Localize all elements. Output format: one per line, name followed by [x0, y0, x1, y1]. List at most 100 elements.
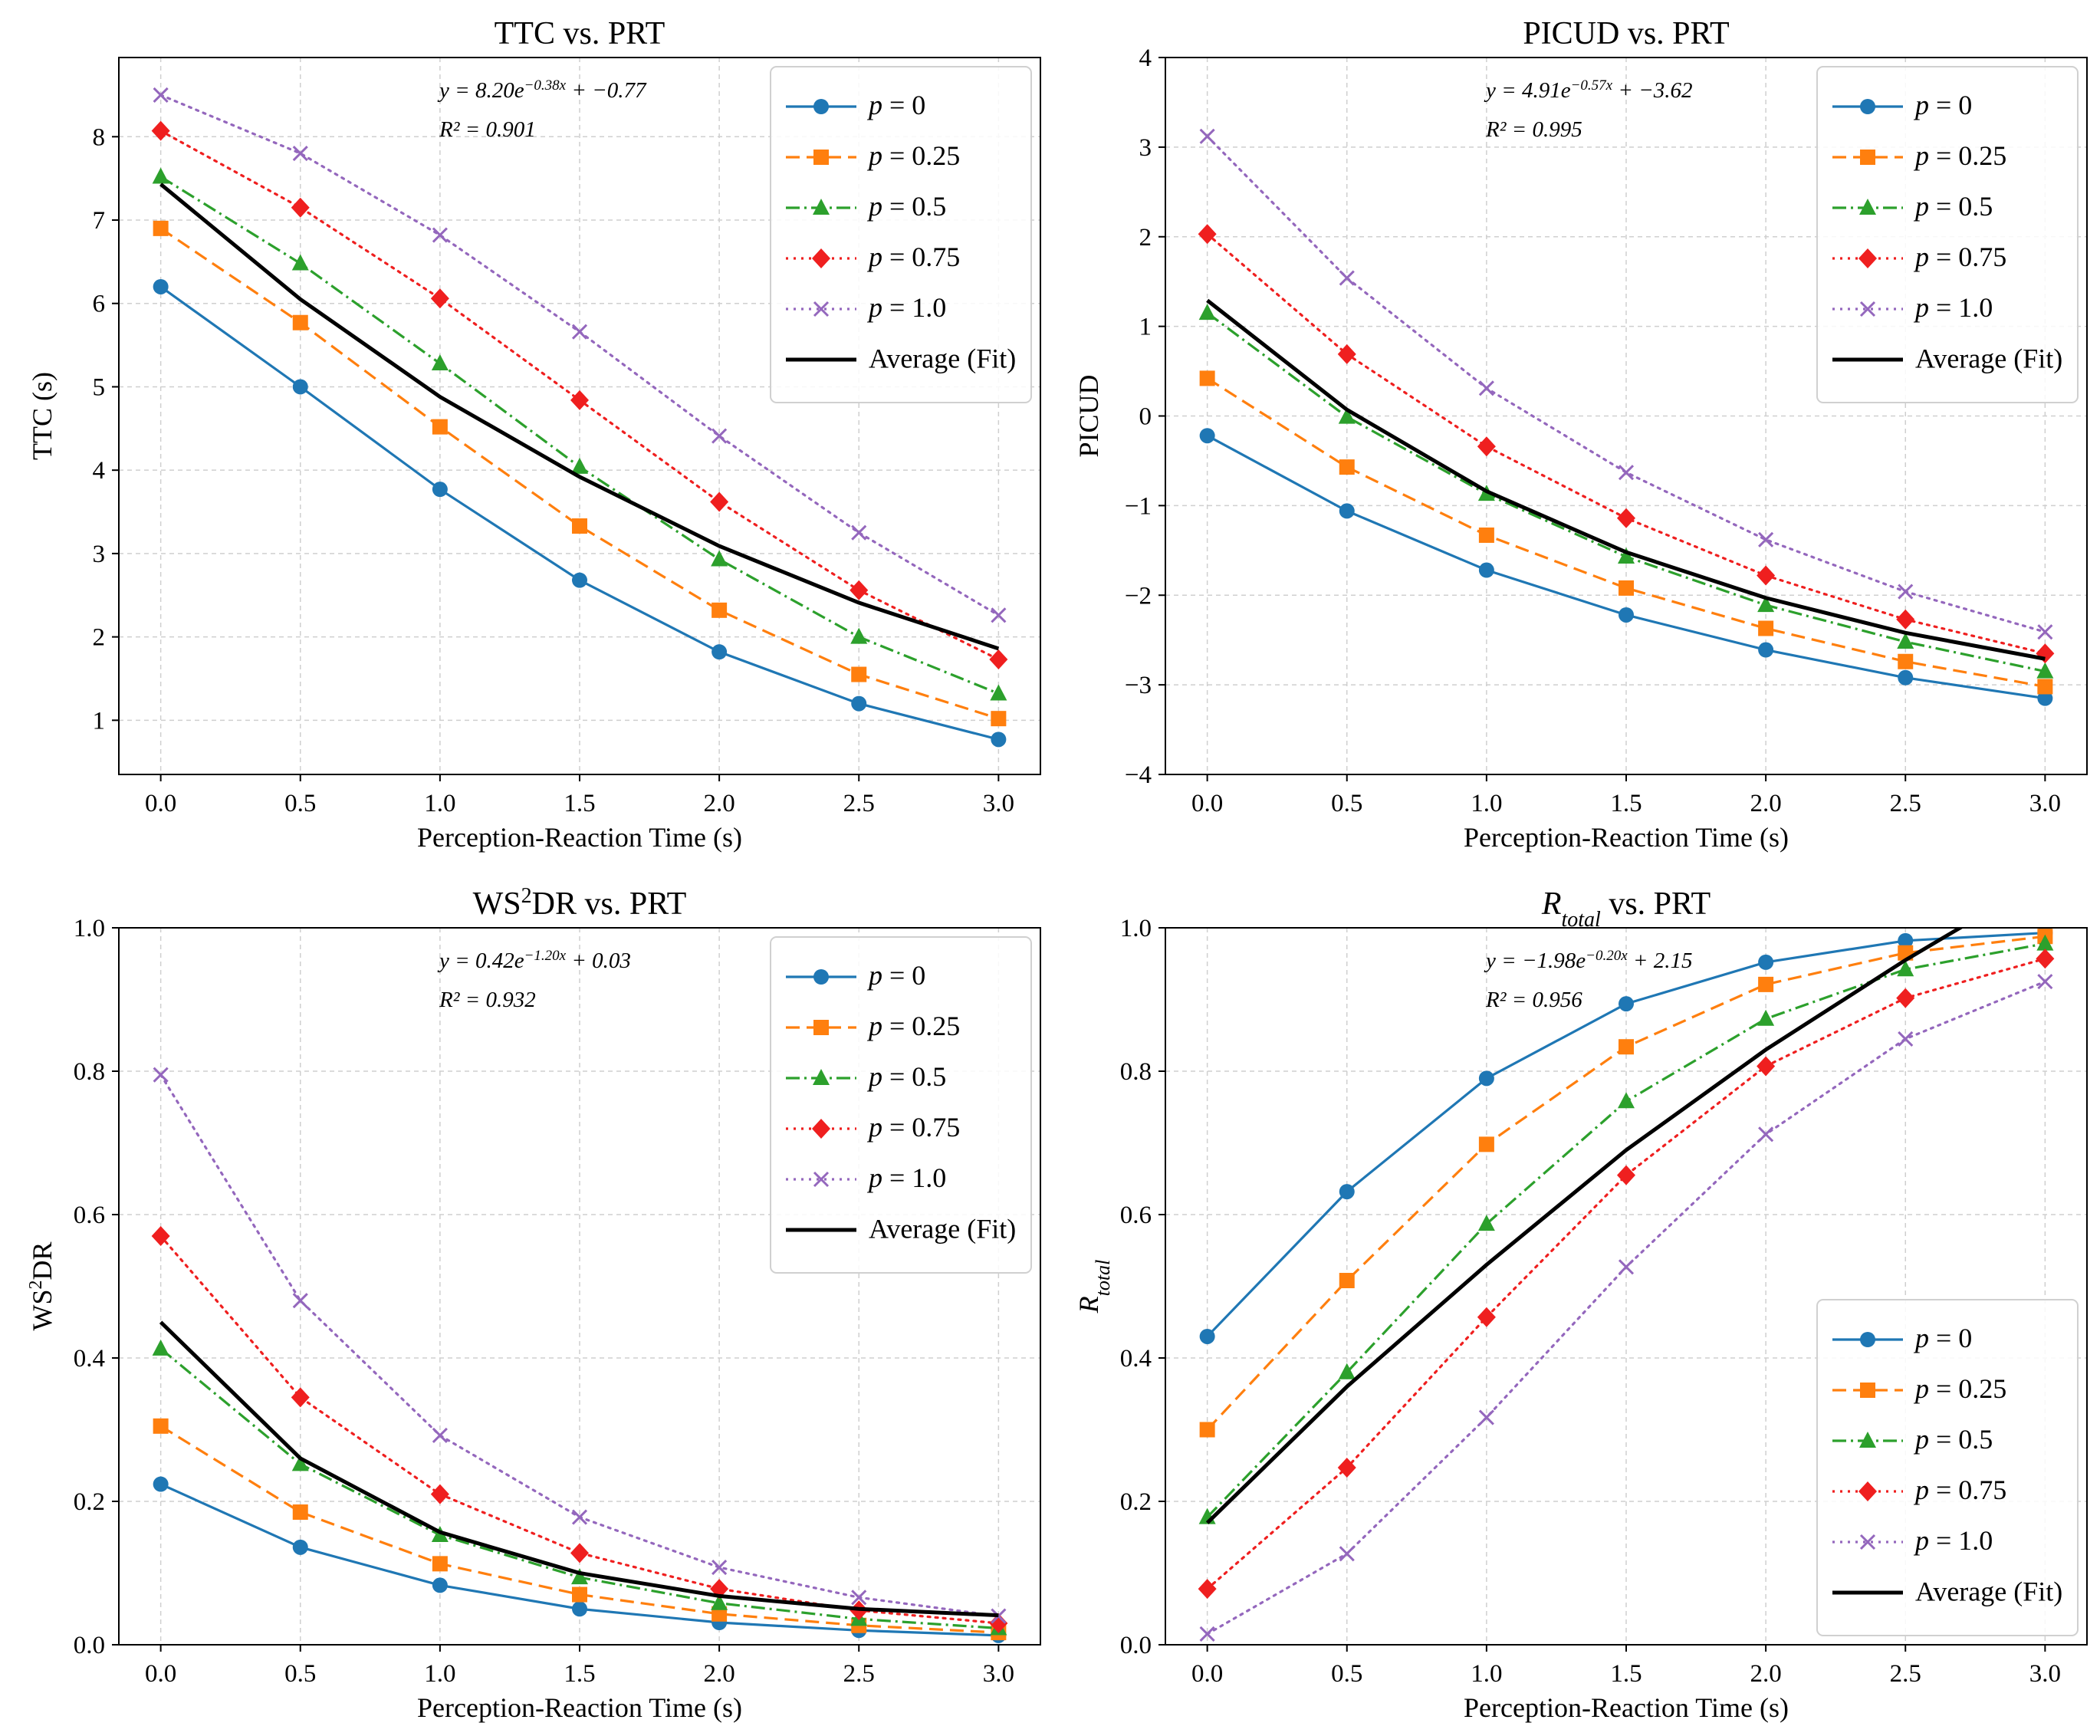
legend-marker — [1860, 1332, 1875, 1347]
legend-label: p = 0.5 — [1913, 1424, 1993, 1455]
fit-annotation: y = 8.20e−0.38x + −0.77 R² = 0.901 — [437, 77, 647, 143]
data-point — [712, 1559, 728, 1576]
data-point — [292, 145, 308, 162]
x-tick-label: 1.5 — [564, 1660, 595, 1688]
data-point — [571, 457, 588, 474]
x-tick-label: 1.0 — [1471, 790, 1502, 817]
legend-marker — [812, 248, 830, 268]
series-line-fit — [1206, 298, 2046, 661]
chart-title: TTC vs. PRT — [495, 16, 665, 51]
data-point — [432, 419, 448, 435]
data-point — [152, 167, 169, 184]
x-tick-label: 0.0 — [145, 1660, 176, 1688]
legend-marker — [813, 99, 829, 114]
data-point — [1618, 1259, 1635, 1275]
x-axis-label: Perception-Reaction Time (s) — [1464, 822, 1789, 853]
data-point — [851, 666, 867, 682]
legend-label: p = 0.25 — [1913, 140, 2006, 171]
data-point — [1898, 932, 1914, 949]
legend-marker — [1858, 1481, 1877, 1501]
data-point — [1898, 1031, 1914, 1047]
chart-title: PICUD vs. PRT — [1523, 16, 1729, 51]
data-point — [1198, 304, 1216, 321]
data-point — [1618, 465, 1635, 481]
series-group — [1198, 128, 2055, 706]
legend-label: Average (Fit) — [869, 1213, 1016, 1244]
data-point — [1339, 270, 1355, 286]
data-point — [151, 1226, 170, 1247]
legend-label: p = 1.0 — [866, 1162, 946, 1193]
data-point — [851, 1590, 867, 1606]
legend-marker — [813, 150, 829, 165]
series-group — [151, 87, 1008, 748]
data-point — [1619, 996, 1634, 1012]
y-tick-label: 0.6 — [1120, 1202, 1152, 1229]
data-point — [712, 1606, 728, 1622]
data-point — [1617, 508, 1635, 528]
data-point — [1619, 1039, 1634, 1055]
x-tick-label: 2.5 — [1890, 1660, 1921, 1688]
data-point — [850, 580, 869, 600]
legend-marker — [813, 1171, 830, 1188]
data-point — [572, 518, 587, 534]
y-tick-label: −2 — [1125, 582, 1152, 610]
data-point — [432, 227, 448, 243]
x-tick-label: 1.0 — [424, 790, 455, 817]
data-point — [850, 627, 868, 644]
data-point — [1758, 531, 1774, 547]
svg-text:y = 0.42e−1.20x + 0.03: y = 0.42e−1.20x + 0.03 — [437, 948, 631, 974]
chart-title: Rtotal vs. PRT — [1541, 886, 1711, 932]
x-tick-label: 0.0 — [1191, 790, 1223, 817]
legend-marker — [1859, 1534, 1876, 1550]
data-point — [1199, 1422, 1215, 1438]
data-point — [152, 1339, 169, 1356]
x-tick-label: 2.5 — [843, 790, 875, 817]
data-point — [291, 1455, 309, 1471]
data-point — [430, 1484, 449, 1504]
data-point — [571, 1568, 588, 1585]
chart-panel-rtotal: 0.0 0.5 1.0 1.5 2.0 2.5 3.0 0.0 0.2 0.4 0.6 0.8 1.0 R… — [1073, 886, 2088, 1723]
data-point — [1198, 224, 1217, 245]
x-tick-label: 2.0 — [1750, 790, 1781, 817]
data-point — [1898, 653, 1914, 669]
y-tick-label: −4 — [1125, 761, 1152, 789]
legend-box — [1816, 66, 2079, 403]
data-point — [2037, 624, 2053, 640]
legend-label: p = 0.25 — [1913, 1373, 2006, 1404]
y-tick-label: 7 — [93, 207, 106, 235]
data-point — [1199, 128, 1215, 144]
data-point — [2037, 679, 2053, 695]
x-axis-label: Perception-Reaction Time (s) — [1464, 1692, 1789, 1723]
legend-label: p = 0.5 — [866, 1061, 946, 1092]
fit-annotation: y = −1.98e−0.20x + 2.15 R² = 0.956 — [1484, 948, 1692, 1013]
legend-marker — [812, 1119, 830, 1139]
data-point — [153, 278, 169, 294]
y-tick-label: 2 — [1139, 224, 1152, 252]
data-point — [1339, 1273, 1355, 1289]
data-point — [1618, 547, 1635, 564]
series-line-fit — [159, 182, 1000, 651]
data-point — [1198, 1579, 1217, 1600]
legend: p = 0 p = 0.25 p = 0.5 p = 0.75 p = 1.0 Avera… — [1816, 66, 2079, 403]
y-tick-label: 2 — [93, 624, 106, 652]
legend-marker — [1859, 301, 1876, 317]
x-tick-label: 0.5 — [284, 790, 316, 817]
y-axis-label: Rtotal — [1073, 1260, 1114, 1314]
y-tick-label: 0.4 — [74, 1345, 105, 1373]
y-tick-label: 0.4 — [1120, 1345, 1152, 1373]
x-axis-label: Perception-Reaction Time (s) — [417, 1692, 742, 1723]
data-point — [1339, 1546, 1355, 1562]
series-group — [1198, 928, 2055, 1642]
x-tick-label: 1.5 — [1610, 1660, 1642, 1688]
data-point — [1618, 1092, 1635, 1109]
legend-label: Average (Fit) — [869, 343, 1016, 373]
y-axis-label: TTC (s) — [27, 372, 58, 460]
data-point — [1897, 960, 1914, 977]
y-tick-label: 3 — [93, 541, 106, 568]
data-point — [2037, 690, 2053, 706]
legend-label: p = 1.0 — [1913, 1525, 1993, 1556]
y-axis-label: PICUD — [1073, 374, 1104, 457]
series-group — [151, 1067, 1008, 1643]
y-tick-label: 3 — [1139, 134, 1152, 162]
legend-marker — [1858, 248, 1877, 268]
